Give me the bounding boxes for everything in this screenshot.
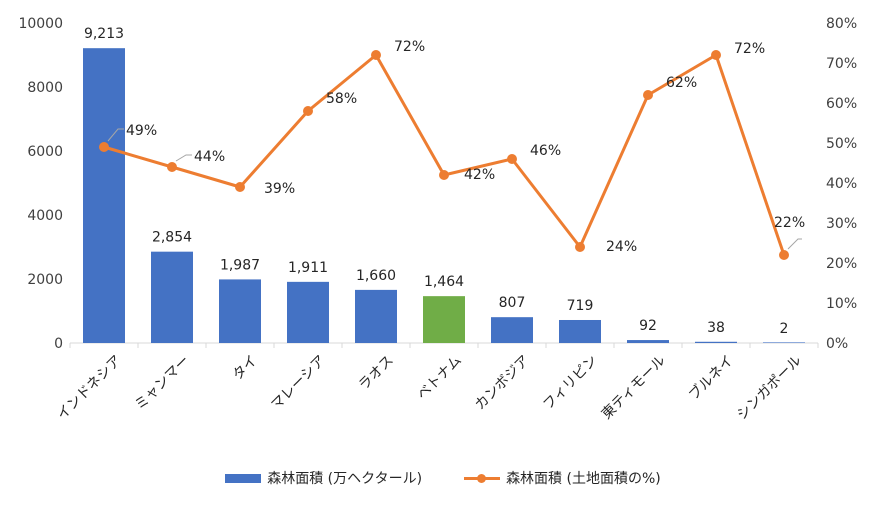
line-value-label: 72% [734, 41, 765, 57]
bar-value-label: 9,213 [84, 26, 124, 42]
y-right-tick-label: 80% [826, 16, 857, 32]
bar-9 [627, 340, 669, 343]
bar-8 [559, 319, 601, 343]
bar-value-label: 807 [499, 295, 526, 311]
y-left-tick-label: 0 [54, 336, 63, 352]
bar-value-label: 1,911 [288, 260, 328, 276]
bar-1 [83, 48, 125, 344]
line-value-label: 39% [264, 181, 295, 197]
line-marker-9 [643, 90, 653, 100]
bar-value-label: 719 [567, 298, 594, 314]
line-value-label: 58% [326, 91, 357, 107]
x-category-label: ラオス [356, 353, 397, 394]
y-left-tick-label: 4000 [27, 208, 63, 224]
x-category-label: 東ティモール [599, 353, 669, 423]
line-marker-1 [99, 142, 109, 152]
line-marker-3 [235, 182, 245, 192]
bar-value-label: 2,854 [152, 230, 192, 246]
bar-11 [763, 342, 805, 343]
y-left-tick-label: 6000 [27, 144, 63, 160]
x-category-label: ブルネイ [685, 352, 737, 404]
data-label-leader [175, 154, 192, 162]
x-category-label: インドネシア [54, 353, 125, 424]
bar-3 [219, 279, 261, 343]
bar-6 [423, 296, 465, 343]
y-right-tick-label: 50% [826, 136, 857, 152]
bar-value-label: 38 [707, 320, 725, 336]
line-marker-6 [439, 170, 449, 180]
line-value-label: 42% [464, 167, 495, 183]
x-category-label: シンガポール [734, 353, 805, 424]
y-right-tick-label: 20% [826, 256, 857, 272]
line-value-label: 72% [394, 39, 425, 55]
bar-2 [151, 251, 193, 343]
bar-5 [355, 289, 397, 343]
x-category-label: タイ [230, 353, 261, 384]
y-right-tick-label: 30% [826, 216, 857, 232]
x-category-label: ミャンマー [132, 353, 193, 414]
chart: 0 2000 4000 6000 8000 10000 0% 10% 20% 30% 40% 50% 6… [18, 16, 857, 424]
line-marker-11 [779, 250, 789, 260]
line-marker-4 [303, 106, 313, 116]
y-right-tick-label: 70% [826, 56, 857, 72]
y-left-tick-label: 8000 [27, 80, 63, 96]
x-category-label: カンボジア [472, 353, 533, 414]
legend-line-label: 森林面積 (土地面積の%) [506, 471, 661, 487]
line-marker-2 [167, 162, 177, 172]
line-marker-8 [575, 242, 585, 252]
bar-value-label: 1,660 [356, 268, 396, 284]
line-value-label: 22% [774, 215, 805, 231]
line-value-label: 49% [126, 123, 157, 139]
line-value-label: 44% [194, 149, 225, 165]
line-value-label: 24% [606, 239, 637, 255]
line-marker-7 [507, 154, 517, 164]
legend-item-line: 森林面積 (土地面積の%) [464, 468, 661, 488]
y-right-tick-label: 0% [826, 336, 848, 352]
line-value-label: 62% [666, 75, 697, 91]
bar-value-label: 2 [780, 321, 789, 337]
legend-bar-swatch [225, 473, 262, 483]
bar-value-label: 92 [639, 318, 657, 334]
bar-value-label: 1,987 [220, 257, 260, 273]
x-category-label: フィリピン [540, 353, 601, 414]
y-left-tick-label: 10000 [18, 16, 63, 32]
line-value-label: 46% [530, 143, 561, 159]
bar-value-label: 1,464 [424, 274, 464, 290]
legend-item-bar: 森林面積 (万ヘクタール) [225, 468, 422, 488]
data-label-leader [787, 238, 802, 250]
y-right-tick-label: 40% [826, 176, 857, 192]
line-marker-5 [371, 50, 381, 60]
legend-bar-label: 森林面積 (万ヘクタール) [267, 471, 423, 487]
y-left-tick-label: 2000 [27, 272, 63, 288]
bar-7 [491, 317, 533, 343]
legend-line-swatch [464, 471, 501, 485]
y-right-tick-label: 60% [826, 96, 857, 112]
data-label-leader [107, 128, 124, 142]
line-marker-10 [711, 50, 721, 60]
x-category-label: マレーシア [268, 353, 329, 414]
y-right-tick-label: 10% [826, 296, 857, 312]
bar-10 [695, 341, 737, 343]
x-category-label: ベトナム [414, 353, 465, 404]
bar-4 [287, 281, 329, 343]
legend: 森林面積 (万ヘクタール) 森林面積 (土地面積の%) [0, 466, 886, 490]
